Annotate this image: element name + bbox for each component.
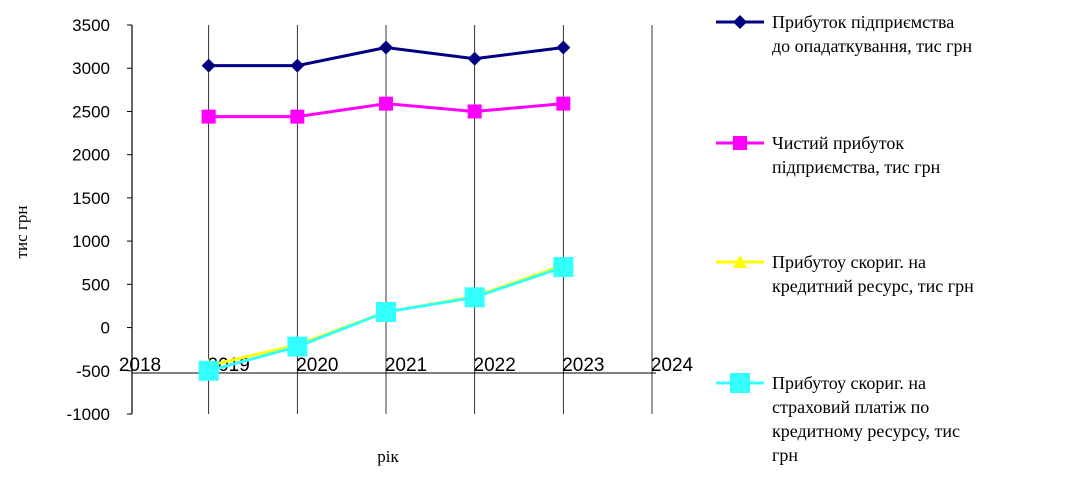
legend-label: Чистий прибуток	[772, 133, 904, 153]
series-1	[201, 40, 571, 73]
legend-label: Прибутоу скориг. на	[772, 252, 926, 272]
x-tick-label: 2022	[474, 355, 516, 376]
legend-label: страховий платіж по	[772, 397, 929, 417]
y-axis: 3500 3000 2500 2000 1500 1000 500 0 -500 -1000	[67, 16, 133, 424]
y-tick-label: -500	[76, 362, 110, 381]
y-tick-label: 3000	[72, 59, 110, 78]
legend-item: Прибутоу скориг. на страховий платіж по кр…	[716, 373, 960, 465]
legend-marker	[730, 373, 750, 393]
legend-item: Чистий прибуток підприємства, тис грн	[716, 133, 941, 177]
y-tick-label: 1500	[72, 189, 110, 208]
data-point	[376, 301, 396, 322]
y-tick-label: 1000	[72, 232, 110, 251]
x-axis: 2018 2019 2020 2021 2022 2023 2024	[119, 355, 694, 376]
legend-label: Прибутоу скориг. на	[772, 373, 926, 393]
data-point	[290, 58, 305, 73]
legend-label: до опадаткування, тис грн	[772, 36, 972, 56]
series-layer	[198, 40, 574, 381]
legend-marker	[733, 255, 747, 268]
x-tick-label: 2021	[385, 355, 427, 376]
legend-marker	[733, 136, 747, 150]
legend-label: кредитному ресурсу, тис	[772, 421, 960, 441]
data-point	[290, 109, 305, 124]
legend-label: Прибуток підприємства	[772, 12, 954, 32]
series-4	[198, 257, 574, 381]
data-point	[201, 109, 216, 124]
y-tick-label: 500	[82, 275, 110, 294]
x-tick-label: 2024	[651, 355, 694, 376]
x-axis-title: рік	[377, 447, 399, 466]
vertical-gridlines	[208, 25, 653, 414]
x-tick-label: 2020	[296, 355, 338, 376]
data-point	[467, 104, 482, 119]
legend-label: кредитний ресурс, тис грн	[772, 276, 974, 296]
legend-item: Прибутоу скориг. на кредитний ресурс, тис…	[716, 252, 974, 296]
x-tick-label: 2018	[119, 355, 161, 376]
data-point	[464, 287, 485, 308]
series-2	[201, 96, 571, 124]
data-point	[556, 96, 571, 111]
y-axis-title: тис грн	[12, 206, 31, 259]
legend-label: підприємства, тис грн	[772, 157, 941, 177]
legend: Прибуток підприємства до опадаткування, т…	[716, 12, 974, 465]
data-point	[467, 51, 482, 66]
data-point	[379, 40, 393, 55]
y-tick-label: 3500	[72, 16, 110, 35]
data-point	[198, 360, 219, 381]
legend-item: Прибуток підприємства до опадаткування, т…	[716, 12, 972, 56]
data-point	[379, 96, 393, 111]
y-tick-label: 2000	[72, 146, 110, 165]
y-tick-label: 0	[101, 319, 110, 338]
x-tick-label: 2023	[562, 355, 604, 376]
data-point	[287, 336, 308, 357]
data-point	[556, 40, 571, 55]
data-point	[553, 257, 574, 278]
legend-marker	[733, 15, 747, 29]
y-tick-label: 2500	[72, 102, 110, 121]
y-tick-label: -1000	[67, 405, 110, 424]
data-point	[201, 58, 216, 73]
legend-label: грн	[772, 445, 798, 465]
